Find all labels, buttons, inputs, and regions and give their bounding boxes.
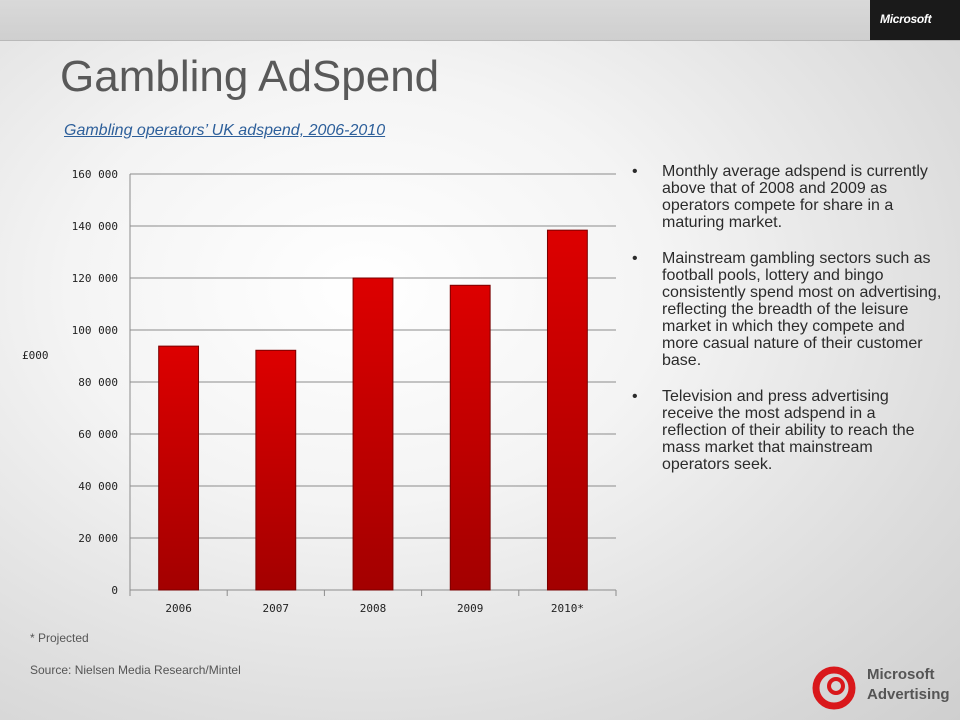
y-tick-label: 100 000 — [72, 324, 118, 337]
bar — [546, 229, 588, 591]
x-tick-label: 2008 — [360, 602, 387, 615]
y-tick-label: 0 — [111, 584, 118, 597]
bar-chart: 0 20 000 40 000 60 000 80 000 100 000 120 000 1… — [22, 168, 617, 615]
bullet-text: Television and press advertising receive… — [662, 388, 915, 473]
source-note: Source: Nielsen Media Research/Mintel — [30, 663, 241, 677]
bullet-text: Monthly average adspend is currently abo… — [662, 163, 928, 231]
y-tick-label: 80 000 — [78, 376, 118, 389]
bullet-dot: • — [632, 388, 638, 405]
microsoft-logo: Microsoft — [880, 12, 932, 26]
top-logo-bar — [870, 0, 960, 40]
chart-subtitle: Gambling operators’ UK adspend, 2006-201… — [64, 122, 386, 139]
bullet-item: • Monthly average adspend is currently ab… — [632, 163, 942, 231]
x-tick-label: 2007 — [263, 602, 290, 615]
y-axis-label: £000 — [22, 349, 49, 362]
brand-line-1: Microsoft — [867, 666, 935, 683]
y-tick-label: 120 000 — [72, 272, 118, 285]
advertising-swirl-icon — [812, 666, 856, 710]
bullet-dot: • — [632, 163, 638, 180]
y-tick-label: 20 000 — [78, 532, 118, 545]
bullet-list: • Monthly average adspend is currently ab… — [632, 163, 942, 492]
x-tick-label: 2010* — [551, 602, 584, 615]
slide-title: Gambling AdSpend — [60, 52, 440, 101]
y-tick-label: 140 000 — [72, 220, 118, 233]
x-tick-label: 2006 — [165, 602, 192, 615]
bar — [449, 284, 491, 591]
bullet-dot: • — [632, 250, 638, 267]
bar — [352, 277, 394, 591]
divider — [0, 40, 960, 41]
microsoft-advertising-logo: Microsoft Advertising — [812, 662, 952, 712]
y-tick-label: 160 000 — [72, 168, 118, 181]
top-bar — [0, 0, 870, 40]
bar — [255, 349, 297, 591]
bullet-text: Mainstream gambling sectors such as foot… — [662, 250, 942, 369]
brand-line-2: Advertising — [867, 686, 950, 703]
bullet-item: • Mainstream gambling sectors such as foo… — [632, 250, 942, 369]
bullet-item: • Television and press advertising receiv… — [632, 388, 942, 473]
bar — [158, 345, 200, 591]
y-tick-label: 60 000 — [78, 428, 118, 441]
footnote: * Projected — [30, 631, 89, 645]
y-tick-label: 40 000 — [78, 480, 118, 493]
x-tick-label: 2009 — [457, 602, 484, 615]
